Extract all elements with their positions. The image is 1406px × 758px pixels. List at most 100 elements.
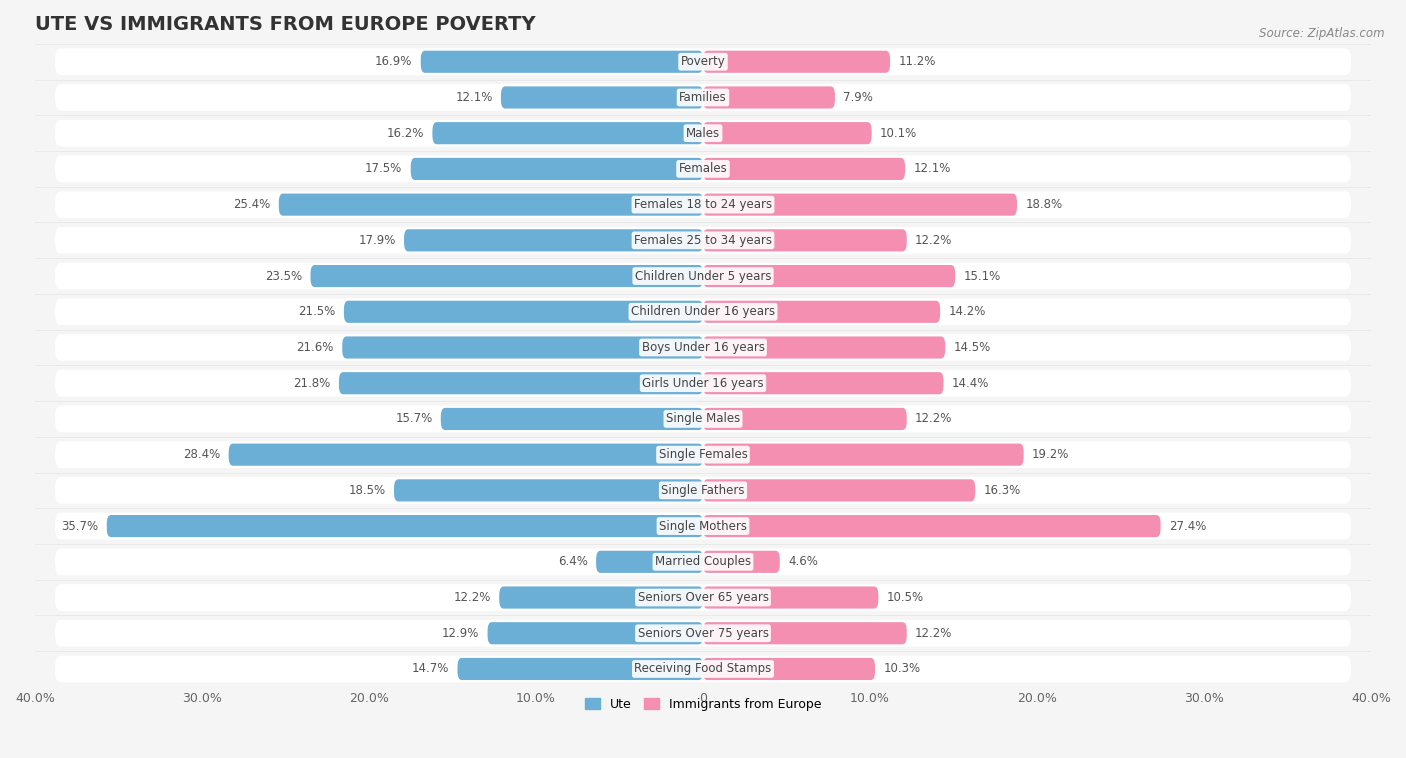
FancyBboxPatch shape <box>703 301 941 323</box>
Text: 21.5%: 21.5% <box>298 305 336 318</box>
Text: 27.4%: 27.4% <box>1168 519 1206 533</box>
Text: Seniors Over 75 years: Seniors Over 75 years <box>637 627 769 640</box>
FancyBboxPatch shape <box>596 551 703 573</box>
FancyBboxPatch shape <box>339 372 703 394</box>
FancyBboxPatch shape <box>703 587 879 609</box>
FancyBboxPatch shape <box>55 155 1351 183</box>
FancyBboxPatch shape <box>499 587 703 609</box>
FancyBboxPatch shape <box>441 408 703 430</box>
FancyBboxPatch shape <box>411 158 703 180</box>
FancyBboxPatch shape <box>229 443 703 465</box>
FancyBboxPatch shape <box>433 122 703 144</box>
FancyBboxPatch shape <box>703 86 835 108</box>
Text: 10.5%: 10.5% <box>887 591 924 604</box>
FancyBboxPatch shape <box>55 477 1351 504</box>
Text: Children Under 5 years: Children Under 5 years <box>634 270 772 283</box>
FancyBboxPatch shape <box>55 441 1351 468</box>
Text: 12.2%: 12.2% <box>454 591 491 604</box>
FancyBboxPatch shape <box>344 301 703 323</box>
Text: 4.6%: 4.6% <box>789 556 818 568</box>
Text: Single Males: Single Males <box>666 412 740 425</box>
FancyBboxPatch shape <box>55 191 1351 218</box>
Text: Receiving Food Stamps: Receiving Food Stamps <box>634 662 772 675</box>
Text: 12.2%: 12.2% <box>915 233 952 247</box>
Text: 12.1%: 12.1% <box>914 162 950 175</box>
FancyBboxPatch shape <box>703 265 955 287</box>
Text: 14.2%: 14.2% <box>949 305 986 318</box>
Text: Source: ZipAtlas.com: Source: ZipAtlas.com <box>1260 27 1385 39</box>
FancyBboxPatch shape <box>55 549 1351 575</box>
FancyBboxPatch shape <box>457 658 703 680</box>
FancyBboxPatch shape <box>55 227 1351 254</box>
Text: 16.3%: 16.3% <box>984 484 1021 497</box>
FancyBboxPatch shape <box>703 122 872 144</box>
Text: 16.2%: 16.2% <box>387 127 425 139</box>
FancyBboxPatch shape <box>55 370 1351 396</box>
FancyBboxPatch shape <box>703 479 976 502</box>
FancyBboxPatch shape <box>703 229 907 252</box>
FancyBboxPatch shape <box>107 515 703 537</box>
Text: 11.2%: 11.2% <box>898 55 936 68</box>
Text: 21.8%: 21.8% <box>294 377 330 390</box>
FancyBboxPatch shape <box>703 551 780 573</box>
Text: 10.3%: 10.3% <box>883 662 921 675</box>
Text: 12.2%: 12.2% <box>915 412 952 425</box>
FancyBboxPatch shape <box>342 337 703 359</box>
Text: Families: Families <box>679 91 727 104</box>
Text: Single Females: Single Females <box>658 448 748 461</box>
Text: Single Fathers: Single Fathers <box>661 484 745 497</box>
Text: 14.7%: 14.7% <box>412 662 449 675</box>
Text: 19.2%: 19.2% <box>1032 448 1070 461</box>
Text: UTE VS IMMIGRANTS FROM EUROPE POVERTY: UTE VS IMMIGRANTS FROM EUROPE POVERTY <box>35 15 536 34</box>
FancyBboxPatch shape <box>703 193 1017 216</box>
Text: Females: Females <box>679 162 727 175</box>
Text: Poverty: Poverty <box>681 55 725 68</box>
Text: 6.4%: 6.4% <box>558 556 588 568</box>
Text: 21.6%: 21.6% <box>297 341 333 354</box>
Text: 25.4%: 25.4% <box>233 198 270 211</box>
Text: 17.5%: 17.5% <box>366 162 402 175</box>
Text: 12.9%: 12.9% <box>441 627 479 640</box>
FancyBboxPatch shape <box>55 263 1351 290</box>
FancyBboxPatch shape <box>311 265 703 287</box>
Text: Single Mothers: Single Mothers <box>659 519 747 533</box>
Text: 35.7%: 35.7% <box>62 519 98 533</box>
Text: 18.5%: 18.5% <box>349 484 385 497</box>
Text: Seniors Over 65 years: Seniors Over 65 years <box>637 591 769 604</box>
Text: 14.4%: 14.4% <box>952 377 990 390</box>
FancyBboxPatch shape <box>55 620 1351 647</box>
Text: 12.2%: 12.2% <box>915 627 952 640</box>
FancyBboxPatch shape <box>55 584 1351 611</box>
Text: 7.9%: 7.9% <box>844 91 873 104</box>
FancyBboxPatch shape <box>703 51 890 73</box>
FancyBboxPatch shape <box>501 86 703 108</box>
FancyBboxPatch shape <box>703 658 875 680</box>
Text: Girls Under 16 years: Girls Under 16 years <box>643 377 763 390</box>
FancyBboxPatch shape <box>488 622 703 644</box>
Text: 17.9%: 17.9% <box>359 233 395 247</box>
FancyBboxPatch shape <box>404 229 703 252</box>
Text: 10.1%: 10.1% <box>880 127 917 139</box>
FancyBboxPatch shape <box>394 479 703 502</box>
Text: 12.1%: 12.1% <box>456 91 492 104</box>
FancyBboxPatch shape <box>55 512 1351 540</box>
Text: 15.7%: 15.7% <box>395 412 433 425</box>
FancyBboxPatch shape <box>55 84 1351 111</box>
FancyBboxPatch shape <box>420 51 703 73</box>
Text: 18.8%: 18.8% <box>1025 198 1063 211</box>
FancyBboxPatch shape <box>703 158 905 180</box>
Text: 28.4%: 28.4% <box>183 448 221 461</box>
FancyBboxPatch shape <box>703 443 1024 465</box>
Text: 15.1%: 15.1% <box>963 270 1001 283</box>
FancyBboxPatch shape <box>703 622 907 644</box>
Text: Females 18 to 24 years: Females 18 to 24 years <box>634 198 772 211</box>
Text: Married Couples: Married Couples <box>655 556 751 568</box>
FancyBboxPatch shape <box>55 49 1351 75</box>
Text: 14.5%: 14.5% <box>953 341 991 354</box>
Text: Females 25 to 34 years: Females 25 to 34 years <box>634 233 772 247</box>
FancyBboxPatch shape <box>55 656 1351 682</box>
FancyBboxPatch shape <box>55 299 1351 325</box>
FancyBboxPatch shape <box>55 120 1351 146</box>
FancyBboxPatch shape <box>703 337 945 359</box>
FancyBboxPatch shape <box>703 372 943 394</box>
